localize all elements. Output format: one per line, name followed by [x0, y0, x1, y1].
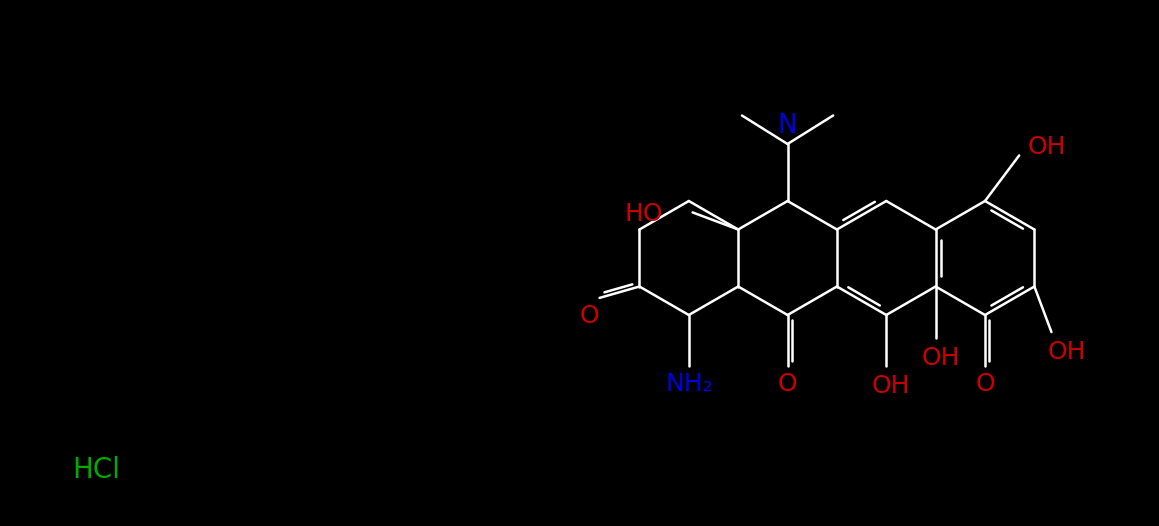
Text: O: O — [975, 372, 994, 396]
Text: O: O — [580, 304, 599, 328]
Text: HCl: HCl — [72, 456, 121, 484]
Text: OH: OH — [1028, 135, 1066, 159]
Text: OH: OH — [921, 346, 960, 370]
Text: O: O — [778, 372, 797, 396]
Text: OH: OH — [872, 375, 911, 398]
Text: N: N — [778, 113, 797, 139]
Text: NH₂: NH₂ — [665, 372, 713, 396]
Text: HO: HO — [624, 203, 663, 226]
Text: OH: OH — [1048, 340, 1086, 364]
